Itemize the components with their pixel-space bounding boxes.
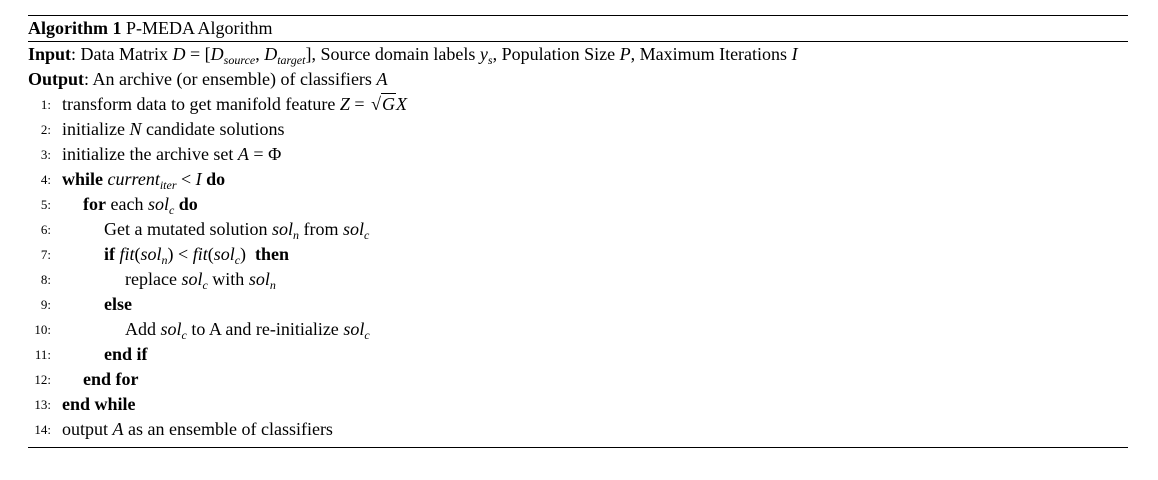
line-number: 10: <box>34 322 51 337</box>
algorithm-block: Algorithm 1 P-MEDA Algorithm Input: Data… <box>28 15 1128 448</box>
input-line: Input: Data Matrix D = [Dsource, Dtarget… <box>28 44 798 67</box>
line-body: replace solc with soln <box>125 269 276 292</box>
algo-line-5: 5: for each solc do <box>28 192 1128 217</box>
algo-line-13: 13: end while <box>28 392 1128 417</box>
input-math-p: P <box>619 44 631 64</box>
line-body: initialize the archive set A = Φ <box>62 144 282 164</box>
output-label: Output <box>28 69 85 89</box>
line-number: 9: <box>40 297 51 312</box>
line-body: end if <box>104 344 148 364</box>
line-body: output A as an ensemble of classifiers <box>62 419 333 439</box>
line-number: 11: <box>34 347 51 362</box>
line-body: if fit(soln) < fit(solc) then <box>104 244 290 267</box>
line-body: Add solc to A and re-initialize solc <box>125 319 370 342</box>
line-body: else <box>104 294 132 314</box>
line-body: end for <box>83 369 139 389</box>
algo-line-11: 11: end if <box>28 342 1128 367</box>
line-body: end while <box>62 394 136 414</box>
algo-line-10: 10: Add solc to A and re-initialize solc <box>28 317 1128 342</box>
line-number: 7: <box>40 247 51 262</box>
input-label: Input <box>28 44 72 64</box>
line-number: 3: <box>40 147 51 162</box>
line-number: 14: <box>34 422 51 437</box>
line-number: 6: <box>40 222 51 237</box>
line-body: transform data to get manifold feature Z… <box>62 93 407 114</box>
algo-line-1: 1: transform data to get manifold featur… <box>28 92 1128 117</box>
line-number: 5: <box>40 197 51 212</box>
output-math-a: A <box>376 69 388 89</box>
line-body: while currentiter < I do <box>62 169 226 192</box>
algorithm-caption: Algorithm 1 P-MEDA Algorithm <box>28 16 1128 41</box>
top-rule <box>28 15 1128 16</box>
line-number: 13: <box>34 397 51 412</box>
input-text-2: , Source domain labels <box>311 44 480 64</box>
input-text-3: , Population Size <box>492 44 620 64</box>
line-number: 1: <box>40 97 51 112</box>
algo-line-7: 7: if fit(soln) < fit(solc) then <box>28 242 1128 267</box>
algo-line-6: 6: Get a mutated solution soln from solc <box>28 217 1128 242</box>
line-body: for each solc do <box>83 194 198 217</box>
input-math-ys: y <box>479 44 488 64</box>
algorithm-label: Algorithm 1 <box>28 18 122 38</box>
input-text-4: , Maximum Iterations <box>630 44 792 64</box>
algo-line-2: 2: initialize N candidate solutions <box>28 117 1128 142</box>
algo-line-8: 8: replace solc with soln <box>28 267 1128 292</box>
output-line: Output: An archive (or ensemble) of clas… <box>28 67 1128 92</box>
algo-line-12: 12: end for <box>28 367 1128 392</box>
input-math-d: D <box>172 44 186 64</box>
line-body: Get a mutated solution soln from solc <box>104 219 370 242</box>
line-number: 2: <box>40 122 51 137</box>
input-math-i: I <box>791 44 798 64</box>
caption-rule <box>28 41 1128 42</box>
algo-line-4: 4: while currentiter < I do <box>28 167 1128 192</box>
line-number: 8: <box>40 272 51 287</box>
bottom-rule <box>28 447 1128 448</box>
algo-line-9: 9: else <box>28 292 1128 317</box>
line-number: 4: <box>40 172 51 187</box>
output-text: : An archive (or ensemble) of classifier… <box>84 69 377 89</box>
line-number: 12: <box>34 372 51 387</box>
input-text-1: : Data Matrix <box>71 44 173 64</box>
line-body: initialize N candidate solutions <box>62 119 285 139</box>
algorithm-title: P-MEDA Algorithm <box>126 18 273 38</box>
algo-line-14: 14: output A as an ensemble of classifie… <box>28 417 1128 442</box>
algo-line-3: 3: initialize the archive set A = Φ <box>28 142 1128 167</box>
